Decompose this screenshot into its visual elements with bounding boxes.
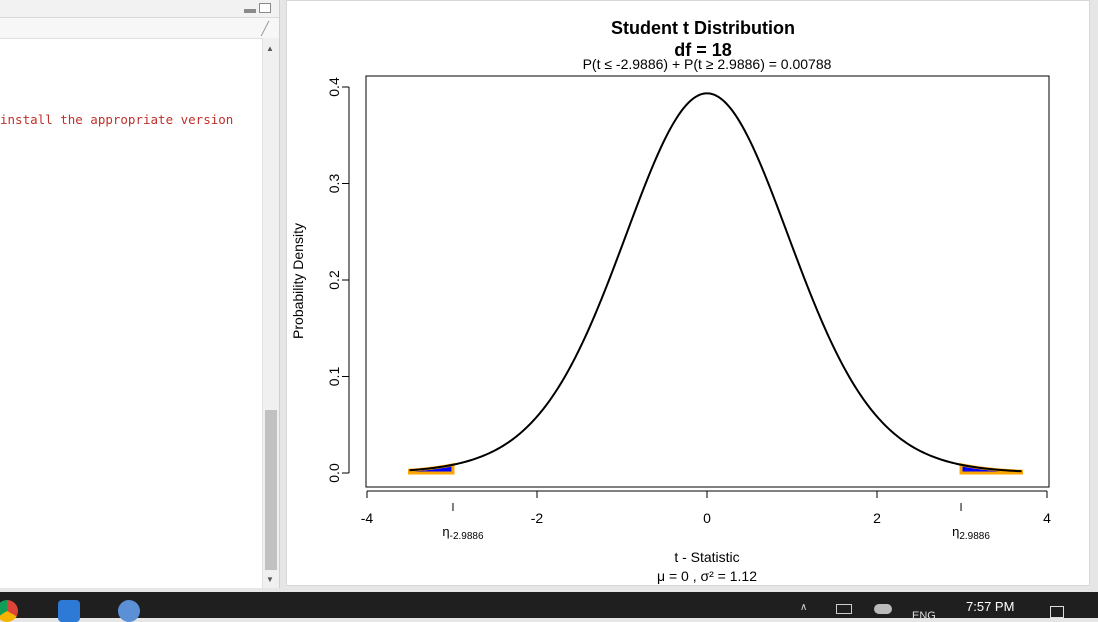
x-tick-label: -4: [361, 510, 374, 526]
clock[interactable]: 7:57 PM: [966, 599, 1015, 614]
console-pane: ╱ install the appropriate version ▲ ▼: [0, 0, 280, 588]
plot-pane: Student t Distribution df = 18 P(t ≤ -2.…: [286, 0, 1090, 586]
network-icon[interactable]: [836, 604, 852, 614]
y-axis: 0.0 0.1 0.2 0.3 0.4: [326, 77, 350, 483]
x-axis-sublabel: μ = 0 , σ² = 1.12: [657, 568, 757, 584]
console-scrollbar[interactable]: ▲ ▼: [262, 38, 279, 588]
notification-icon[interactable]: [1050, 606, 1064, 618]
x-axis-label: t - Statistic: [674, 549, 739, 565]
x-axis: -4 -2 0 2 4: [361, 490, 1051, 526]
minimize-pane-button[interactable]: [244, 9, 256, 13]
y-tick-label: 0.3: [326, 174, 342, 194]
cloud-icon[interactable]: [874, 604, 892, 614]
critical-value-label: η-2.9886: [442, 524, 484, 542]
tray-expand-icon[interactable]: ∧: [800, 602, 808, 613]
console-subbar: ╱: [0, 18, 279, 39]
critical-markers: η-2.9886 η2.9886: [442, 503, 990, 542]
y-tick-label: 0.2: [326, 270, 342, 290]
broom-icon[interactable]: ╱: [261, 21, 269, 36]
scroll-down-icon[interactable]: ▼: [266, 575, 274, 584]
scroll-up-icon[interactable]: ▲: [266, 44, 274, 53]
plot-frame: [365, 75, 1050, 488]
rstudio-icon[interactable]: [118, 600, 140, 622]
x-tick-label: 4: [1043, 510, 1051, 526]
y-axis-label: Probability Density: [290, 223, 306, 339]
y-tick-label: 0.1: [326, 367, 342, 387]
y-tick-label: 0.0: [326, 463, 342, 483]
scroll-thumb[interactable]: [265, 410, 277, 570]
density-curve: [409, 92, 1022, 473]
chart-title: Student t Distribution: [611, 18, 795, 38]
y-tick-label: 0.4: [326, 77, 342, 97]
taskbar: ∧ ENG 7:57 PM: [0, 592, 1098, 622]
language-indicator[interactable]: ENG: [912, 610, 936, 622]
tail-regions: [408, 462, 1023, 475]
chrome-icon[interactable]: [0, 600, 18, 622]
console-toolbar: [0, 0, 279, 18]
x-tick-label: 2: [873, 510, 881, 526]
x-tick-label: 0: [703, 510, 711, 526]
probability-annotation: P(t ≤ -2.9886) + P(t ≥ 2.9886) = 0.00788: [583, 56, 832, 72]
vscode-icon[interactable]: [58, 600, 80, 622]
console-message: install the appropriate version: [0, 112, 234, 127]
chart-subtitle: df = 18: [674, 40, 732, 60]
maximize-pane-button[interactable]: [259, 3, 271, 13]
critical-value-label: η2.9886: [952, 524, 990, 542]
t-distribution-chart: Student t Distribution df = 18 P(t ≤ -2.…: [290, 18, 1051, 584]
pane-window-controls: [244, 1, 271, 15]
x-tick-label: -2: [531, 510, 544, 526]
